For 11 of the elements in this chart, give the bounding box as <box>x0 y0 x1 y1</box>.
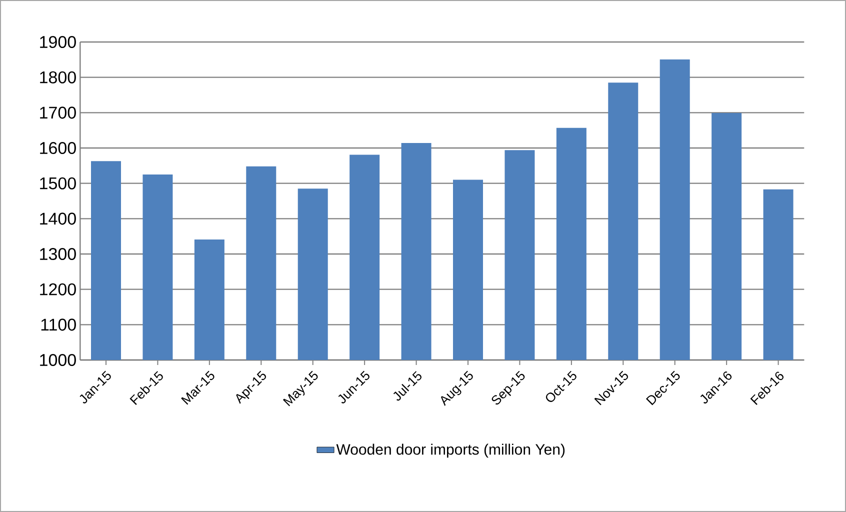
y-tick-label: 1100 <box>41 318 76 331</box>
y-tick-label: 1600 <box>40 142 76 154</box>
y-tick-label: 1800 <box>40 71 76 84</box>
y-tick-label: 1200 <box>40 283 76 296</box>
legend-label: Wooden door imports (million Yen) <box>336 444 565 458</box>
y-tick-label: 1400 <box>40 212 76 225</box>
y-tick-label: 1500 <box>40 177 76 190</box>
y-tick-label: 1900 <box>40 36 76 48</box>
y-tick-label: 1000 <box>40 354 76 366</box>
y-tick-label: 1700 <box>40 106 76 119</box>
y-tick-label: 1300 <box>40 248 76 260</box>
